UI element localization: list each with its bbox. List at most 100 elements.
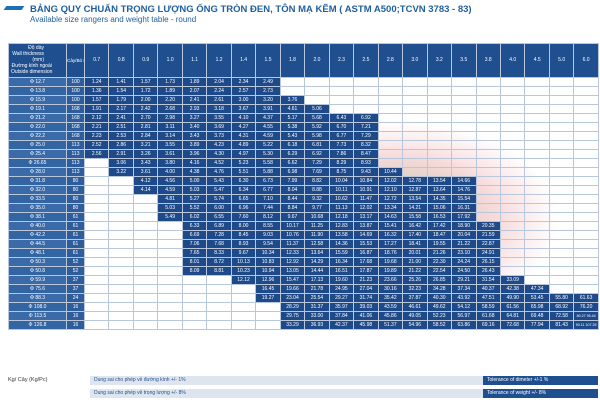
weight-cell: 14.66 [451, 176, 477, 186]
weight-cell: 54.96 [402, 320, 428, 330]
pcs-per-bundle-cell: 52 [66, 257, 85, 267]
weight-cell: 3.43 [181, 131, 208, 141]
weight-cell: 10.84 [353, 176, 379, 186]
weight-cell [206, 302, 232, 312]
weight-cell [83, 167, 110, 177]
weight-cell: 8.72 [206, 257, 232, 267]
weight-cell: 72.58 [548, 311, 575, 321]
outside-diameter-cell: Φ 113.5 [8, 311, 67, 321]
weight-cell: 15.53 [353, 239, 379, 249]
weight-cell: 3.21 [132, 140, 159, 150]
weight-cell [499, 185, 526, 195]
weight-cell: 16.45 [255, 284, 281, 294]
weight-cell [499, 86, 526, 96]
weight-cell: 5.17 [279, 113, 306, 123]
weight-cell [426, 158, 453, 168]
thickness-header: 2.0 [304, 43, 330, 78]
weight-cell: 3.76 [279, 95, 306, 105]
weight-cell: 5.92 [304, 122, 330, 132]
weight-cell [475, 158, 501, 168]
weight-cell [132, 239, 159, 249]
weight-cell: 4.23 [206, 140, 232, 150]
weight-cell [206, 275, 232, 285]
weight-cell [426, 95, 453, 105]
weight-cell: 21.26 [426, 248, 453, 258]
weight-cell: 5.03 [157, 203, 183, 213]
weight-cell [451, 140, 477, 150]
weight-cell: 55.80 [548, 293, 575, 303]
weight-cell [524, 95, 550, 105]
pcs-per-bundle-cell: 16 [66, 311, 85, 321]
weight-cell: 8.75 [328, 167, 355, 177]
weight-cell: 2.53 [108, 131, 134, 141]
weight-cell: 10.91 [353, 185, 379, 195]
weight-cell [304, 77, 330, 87]
weight-cell [157, 248, 183, 258]
weight-cell: 61.63 [573, 293, 599, 303]
thickness-label-en: Wall thickness [12, 51, 44, 57]
weight-cell: 2.12 [83, 113, 110, 123]
weight-cell [548, 77, 575, 87]
weight-cell [426, 122, 453, 132]
weight-cell: 18.47 [426, 230, 453, 240]
weight-cell [328, 77, 355, 87]
weight-cell: 3.11 [157, 122, 183, 132]
outside-diameter-cell: Φ 50.3 [8, 257, 67, 267]
weight-cell [108, 176, 134, 186]
weight-cell: 2.04 [206, 77, 232, 87]
weight-cell [402, 167, 428, 177]
table-row: Φ 59.9 37 12.12 12.96 15.47 17.13 19.60 21.23 23… [8, 275, 599, 285]
weight-cell: 43.92 [451, 293, 477, 303]
weight-cell [108, 293, 134, 303]
weight-cell: 2.51 [108, 122, 134, 132]
weight-cell: 1.72 [132, 86, 159, 96]
weight-cell: 7.29 [304, 158, 330, 168]
weight-cell [83, 158, 110, 168]
thickness-header: 0.7 [83, 43, 110, 78]
thickness-header: 6.0 [573, 43, 599, 78]
weight-cell: 7.28 [206, 230, 232, 240]
weight-cell: 58.59 [475, 302, 501, 312]
weight-cell [524, 221, 550, 231]
weight-cell [132, 320, 159, 330]
weight-cell: 5.23 [230, 158, 257, 168]
weight-cell: 6.92 [304, 149, 330, 159]
weight-cell [304, 86, 330, 96]
weight-cell: 6.43 [328, 113, 355, 123]
weight-cell: 5.52 [181, 203, 208, 213]
weight-cell [524, 230, 550, 240]
weight-cell: 4.30 [206, 149, 232, 159]
weight-cell [499, 239, 526, 249]
weight-cell [524, 194, 550, 204]
weight-cell: 2.17 [108, 104, 134, 114]
weight-cell: 1.79 [108, 95, 134, 105]
weight-cell: 26.43 [475, 266, 501, 276]
outside-diameter-cell: Φ 25.0 [8, 140, 67, 150]
weight-cell: 64.81 [499, 311, 526, 321]
weight-cell: 5.58 [255, 158, 281, 168]
outside-diameter-cell: Φ 33.5 [8, 194, 67, 204]
weight-cell: 4.16 [181, 158, 208, 168]
weight-cell [255, 311, 281, 321]
weight-cell [548, 203, 575, 213]
outside-diameter-cell: Φ 88.3 [8, 293, 67, 303]
weight-cell: 8.47 [353, 149, 379, 159]
weight-cell: 23.04 [279, 293, 306, 303]
pcs-per-bundle-cell: 113 [66, 140, 85, 150]
weight-cell [573, 77, 599, 87]
weight-cell [426, 149, 453, 159]
outside-diameter-cell: Φ 31.8 [8, 176, 67, 186]
weight-cell [255, 302, 281, 312]
weight-cell: 53.45 [524, 293, 550, 303]
weight-cell [499, 266, 526, 276]
weight-cell [573, 230, 599, 240]
weight-cell: 26.15 [475, 257, 501, 267]
outside-diameter-cell: Φ 59.9 [8, 275, 67, 285]
table-row: Φ 50.3 52 8.01 8.72 10.13 10.83 12.92 14.29 16.3… [8, 257, 599, 267]
weight-cell [108, 230, 134, 240]
weight-cell: 2.24 [206, 86, 232, 96]
header-corner: Độ dày Wall thickness (mm) Đường kính ng… [8, 43, 67, 78]
weight-cell: 15.06 [426, 203, 453, 213]
weight-cell: 6.29 [279, 149, 306, 159]
pcs-per-bundle-cell: 113 [66, 158, 85, 168]
